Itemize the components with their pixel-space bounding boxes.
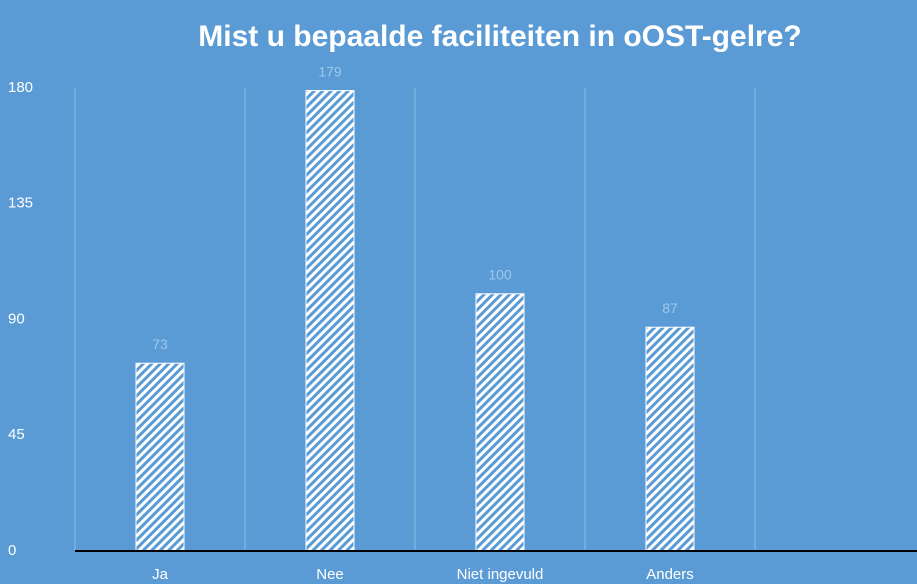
x-tick-label: Niet ingevuld: [457, 566, 544, 583]
x-tick-label: Anders: [646, 566, 694, 583]
x-tick-label: Ja: [152, 566, 169, 583]
chart-title: Mist u bepaalde faciliteiten in oOST-gel…: [198, 20, 801, 53]
bar: [135, 362, 185, 552]
y-tick-label: 135: [8, 195, 33, 212]
data-label: 179: [318, 63, 342, 79]
x-tick-label: Nee: [316, 566, 344, 583]
bar: [645, 326, 695, 552]
bar: [475, 293, 525, 552]
data-label: 73: [152, 336, 168, 352]
y-tick-label: 90: [8, 310, 25, 327]
bar: [305, 90, 355, 552]
y-tick-label: 0: [8, 542, 16, 559]
y-tick-label: 180: [8, 79, 33, 96]
data-label: 87: [662, 300, 678, 316]
data-label: 100: [488, 266, 512, 282]
y-tick-label: 45: [8, 426, 25, 443]
